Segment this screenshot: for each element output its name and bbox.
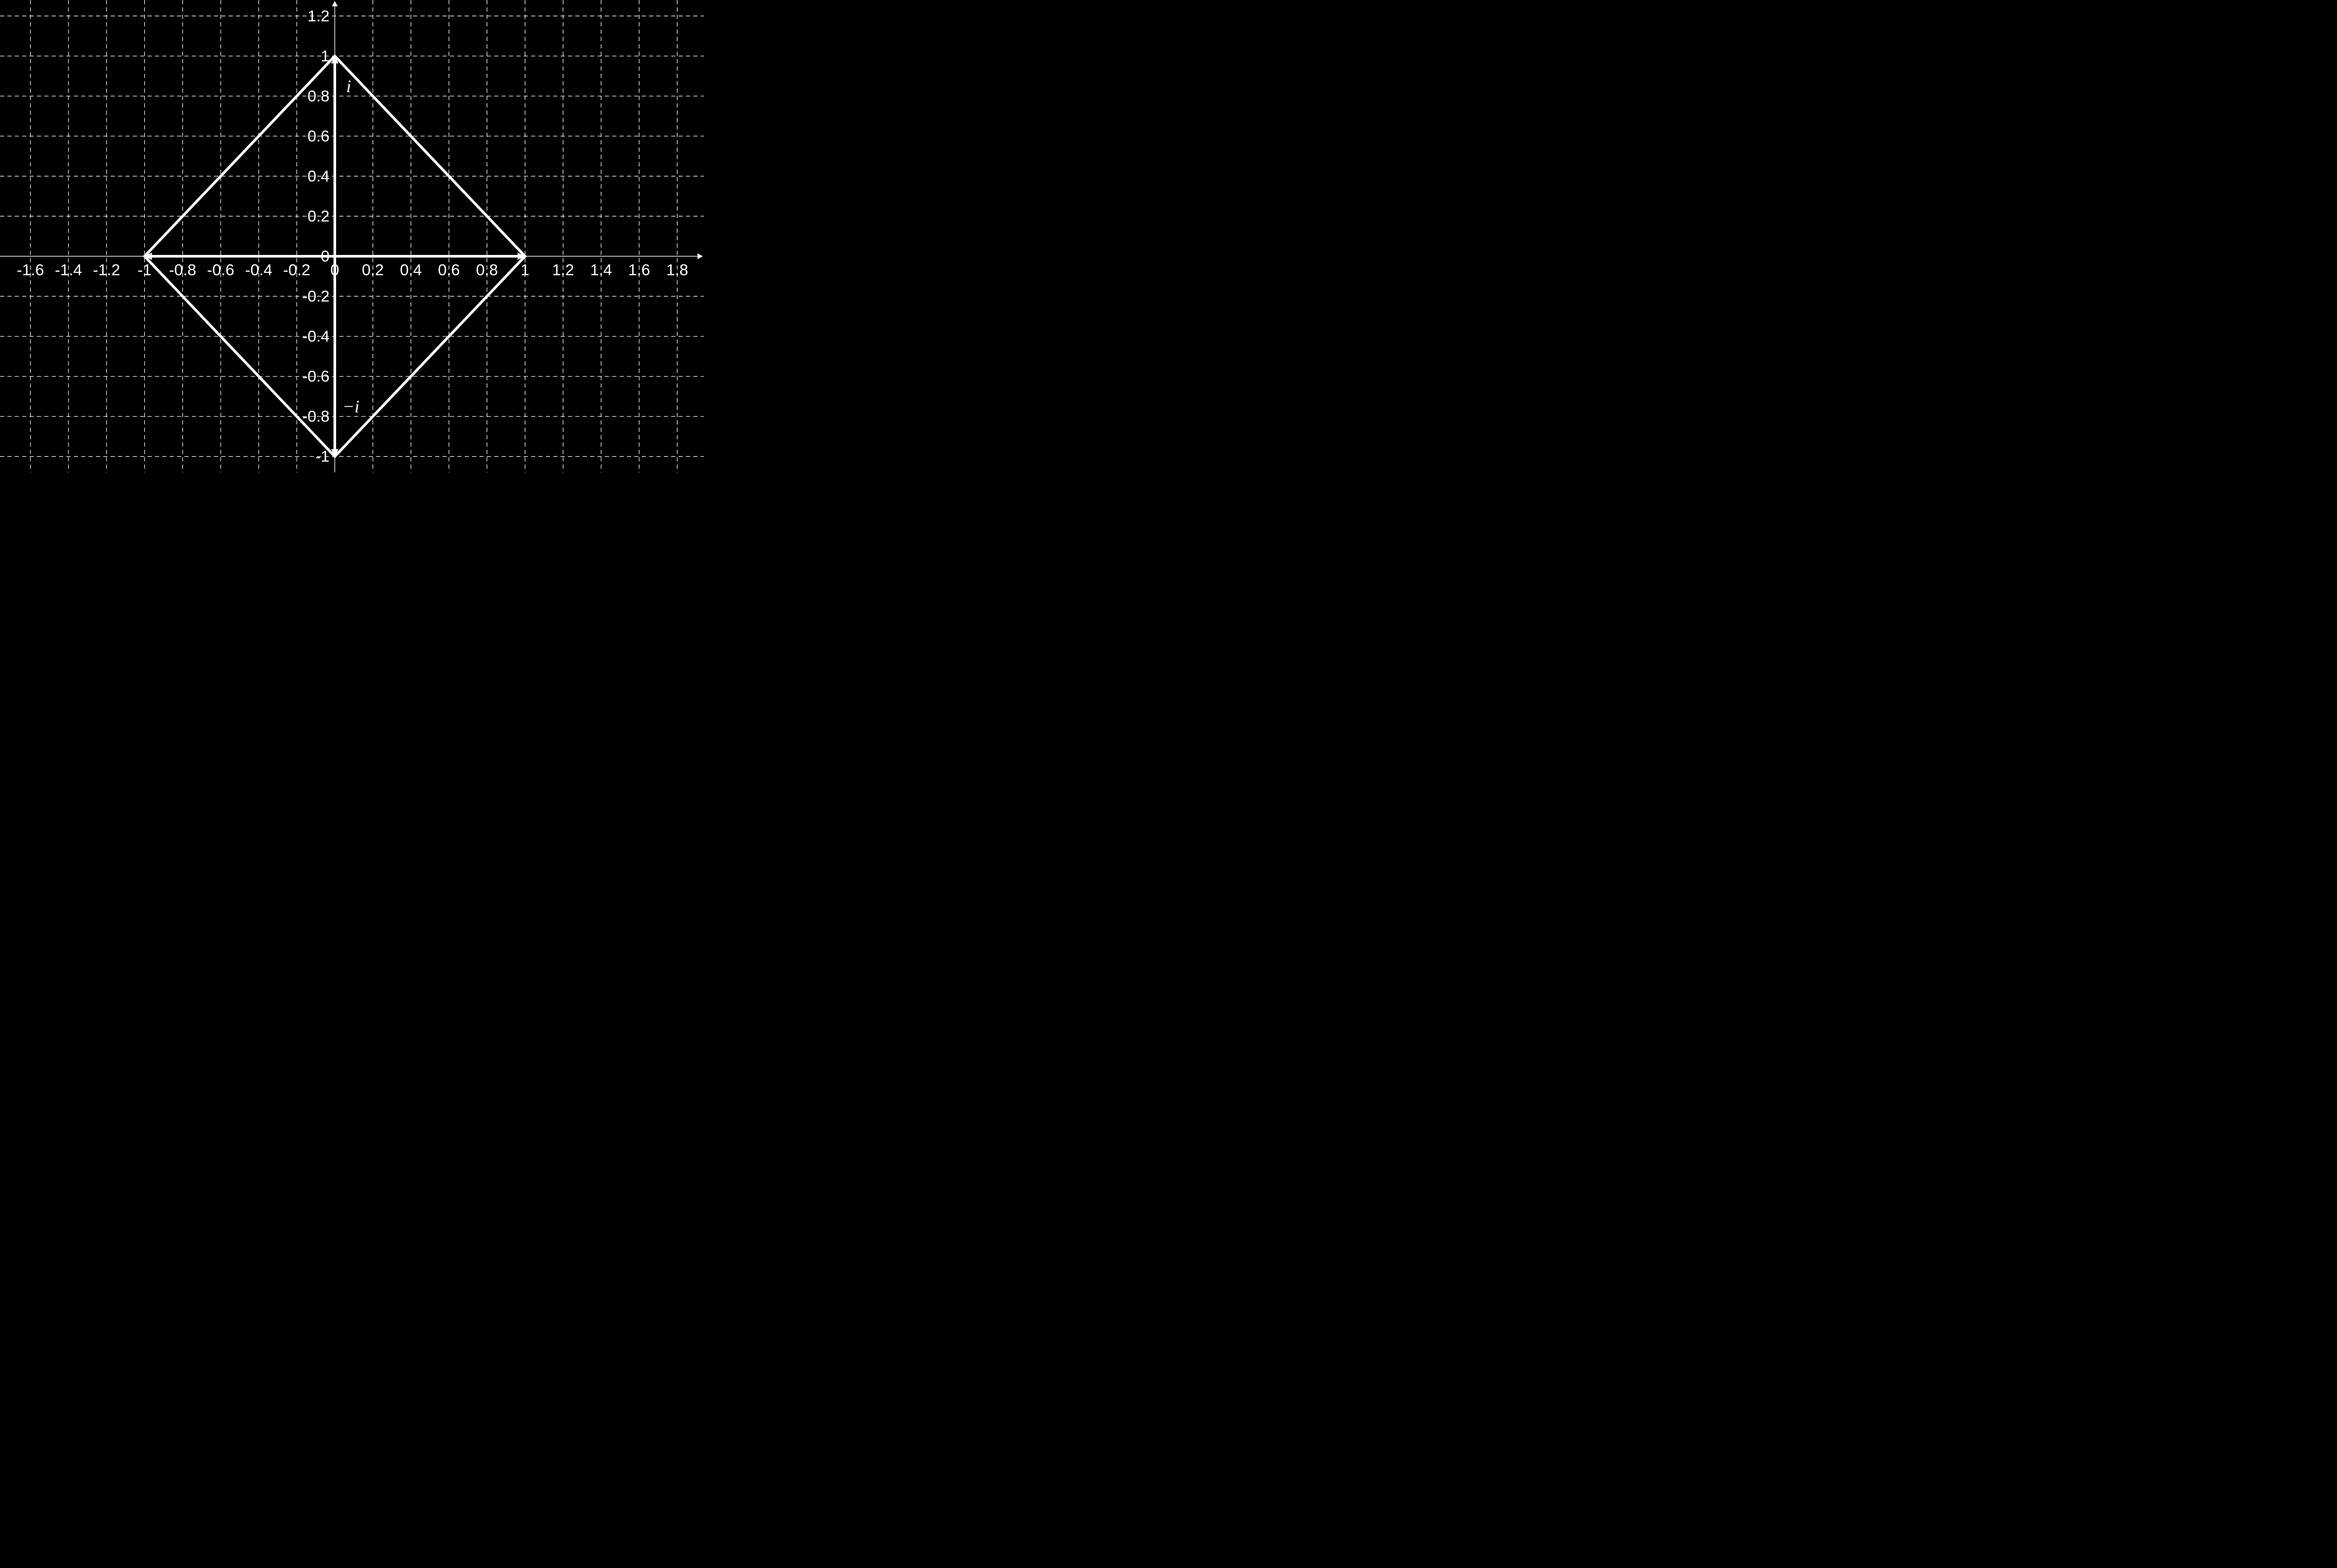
x-tick-label: -0.2 [283, 262, 310, 279]
y-tick-label: -0.2 [302, 288, 330, 305]
complex-plane-chart: -1.6-1.4-1.2-1-0.8-0.6-0.4-0.200.20.40.6… [0, 0, 2337, 1568]
x-tick-label: 1.4 [590, 262, 612, 279]
x-tick-label: 1.8 [666, 262, 689, 279]
x-tick-label: 0.2 [362, 262, 384, 279]
x-tick-label: 0.6 [438, 262, 460, 279]
x-tick-label: 0 [330, 262, 339, 279]
y-tick-label: 0.2 [308, 208, 330, 225]
x-tick-label: -1.4 [55, 262, 82, 279]
y-tick-label: 0.8 [308, 87, 330, 105]
x-tick-label: 0.4 [400, 262, 422, 279]
x-tick-label: -1.6 [17, 262, 44, 279]
y-tick-label: 0.6 [308, 127, 330, 145]
y-tick-label: -0.4 [302, 328, 330, 346]
y-tick-label: 1 [321, 47, 330, 65]
y-tick-label: -1 [316, 448, 330, 466]
x-tick-label: 1.6 [628, 262, 650, 279]
x-tick-label: 1.2 [552, 262, 574, 279]
point-label: i [346, 77, 351, 96]
x-tick-label: 1 [521, 262, 529, 279]
y-tick-label: 0.4 [308, 167, 330, 185]
x-tick-label: -1.2 [93, 262, 120, 279]
x-tick-label: -0.8 [169, 262, 197, 279]
x-tick-label: -0.6 [207, 262, 234, 279]
y-tick-label: -0.6 [302, 368, 330, 386]
x-tick-label: 0.8 [476, 262, 498, 279]
y-tick-label: 1.2 [308, 7, 330, 25]
x-tick-label: -1 [138, 262, 152, 279]
y-tick-label: -0.8 [302, 408, 330, 426]
point-label: −i [342, 397, 359, 417]
x-tick-label: -0.4 [245, 262, 272, 279]
y-tick-label: 0 [321, 248, 330, 265]
chart-svg: -1.6-1.4-1.2-1-0.8-0.6-0.4-0.200.20.40.6… [0, 0, 704, 472]
